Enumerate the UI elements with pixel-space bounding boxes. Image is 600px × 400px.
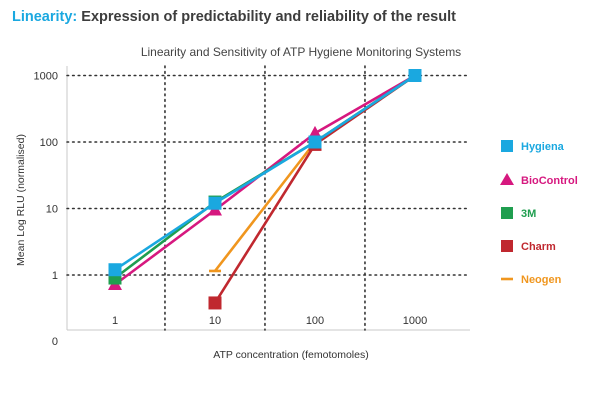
legend-marker-biocontrol bbox=[500, 173, 514, 185]
x-tick-label: 100 bbox=[306, 315, 324, 327]
data-point-hygiena bbox=[108, 263, 122, 277]
origin-label: 0 bbox=[52, 336, 58, 348]
series-line-hygiena bbox=[114, 74, 416, 271]
x-axis-label: ATP concentration (femotomoles) bbox=[213, 349, 368, 361]
data-point-hygiena bbox=[308, 135, 322, 149]
heading-highlight: Linearity: bbox=[12, 9, 78, 25]
heading-rest: Expression of predictability and reliabi… bbox=[77, 9, 456, 25]
legend-label-biocontrol: BioControl bbox=[521, 175, 578, 187]
y-axis-label: Mean Log RLU (normalised) bbox=[15, 134, 27, 266]
legend-label-3m: 3M bbox=[521, 208, 536, 220]
page-heading: Linearity: Expression of predictability … bbox=[12, 9, 456, 25]
legend-label-neogen: Neogen bbox=[521, 274, 562, 286]
chart-title: Linearity and Sensitivity of ATP Hygiene… bbox=[141, 45, 461, 59]
series-line-neogen bbox=[213, 74, 416, 272]
data-point-hygiena bbox=[408, 69, 422, 82]
legend-label-hygiena: Hygiena bbox=[521, 141, 565, 153]
x-tick-label: 1000 bbox=[403, 315, 427, 327]
data-point-hygiena bbox=[208, 196, 222, 210]
y-tick-label: 1 bbox=[52, 270, 58, 282]
legend-label-charm: Charm bbox=[521, 241, 556, 253]
legend-marker-charm bbox=[501, 240, 513, 252]
data-point-charm bbox=[208, 296, 222, 310]
x-tick-label: 1 bbox=[112, 315, 118, 327]
legend-marker-hygiena bbox=[501, 140, 513, 152]
y-tick-label: 1000 bbox=[34, 71, 58, 83]
series-line-charm bbox=[213, 74, 416, 304]
y-tick-label: 100 bbox=[40, 137, 58, 149]
x-tick-label: 10 bbox=[209, 315, 221, 327]
y-tick-label: 10 bbox=[46, 204, 58, 216]
legend-marker-3m bbox=[501, 207, 513, 219]
